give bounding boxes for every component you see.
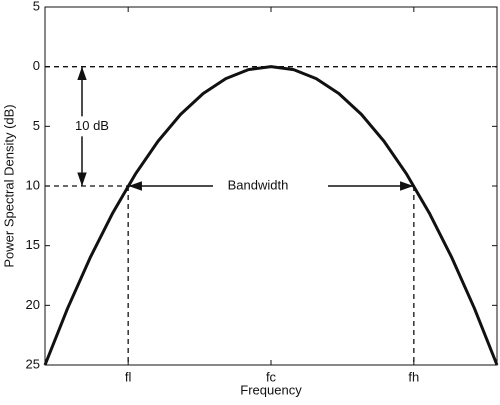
- annotation: Bandwidth: [228, 177, 289, 192]
- y-tick-label: 25: [26, 356, 40, 371]
- x-tick-label: fc: [266, 369, 277, 384]
- y-tick-label: 5: [33, 118, 40, 133]
- y-tick-label: 10: [26, 177, 40, 192]
- annotation: 10 dB: [75, 118, 109, 133]
- y-axis-label: Power Spectral Density (dB): [1, 104, 16, 267]
- curve: [43, 65, 499, 366]
- x-axis-label: Frequency: [240, 382, 302, 397]
- y-tick-label: 20: [26, 297, 40, 312]
- y-tick-label: 5: [33, 0, 40, 13]
- plot-frame: [44, 6, 498, 366]
- x-tick-label: fh: [408, 369, 419, 384]
- x-tick-label: fl: [125, 369, 132, 384]
- y-tick-label: 15: [26, 237, 40, 252]
- y-tick-label: 0: [33, 58, 40, 73]
